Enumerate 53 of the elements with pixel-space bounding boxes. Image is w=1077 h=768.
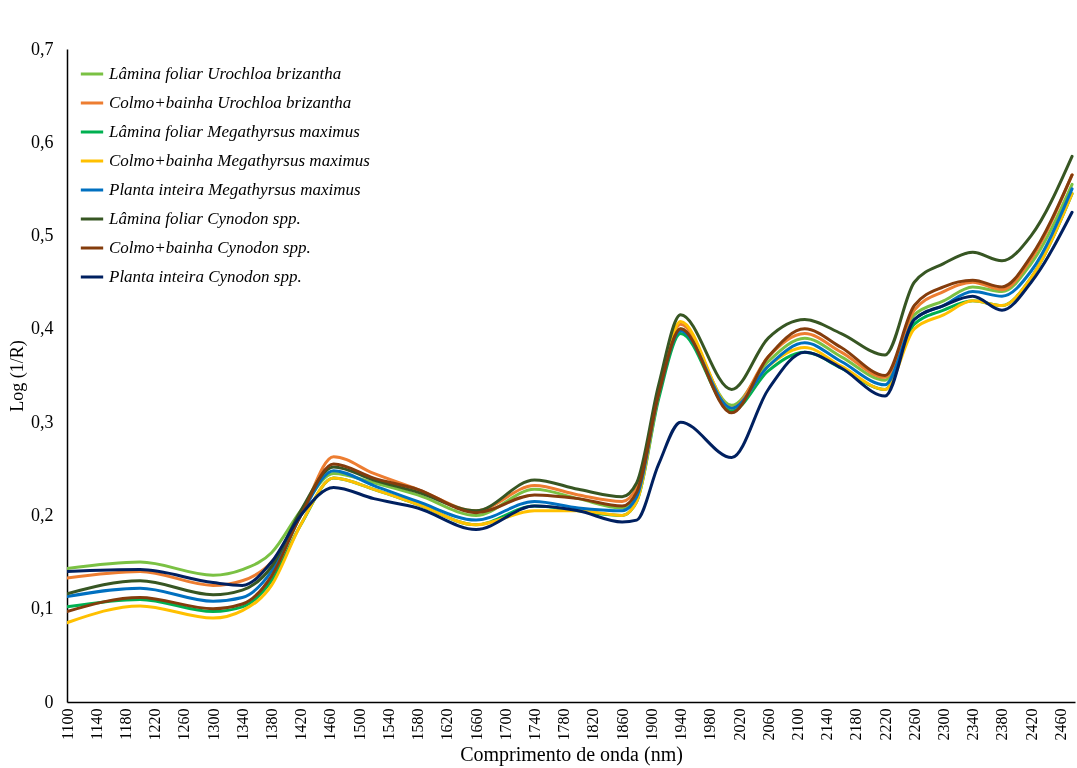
- x-tick-label: 1380: [263, 708, 281, 741]
- legend-label: Lâmina foliar Cynodon spp.: [108, 209, 301, 228]
- y-tick-label: 0,5: [31, 225, 54, 246]
- legend-label: Colmo+bainha Cynodon spp.: [109, 238, 311, 257]
- x-tick-label: 1220: [146, 708, 164, 741]
- x-tick-label: 1540: [379, 708, 397, 741]
- x-tick-label: 2340: [964, 708, 982, 741]
- x-tick-label: 1660: [467, 708, 485, 741]
- legend-label: Colmo+bainha Megathyrsus maximus: [109, 151, 371, 170]
- x-tick-label: 2060: [759, 708, 777, 741]
- x-tick-label: 2420: [1022, 708, 1040, 741]
- x-tick-label: 2260: [905, 708, 923, 741]
- x-tick-label: 1260: [175, 708, 193, 741]
- y-axis-title: Log (1/R): [7, 340, 28, 412]
- legend-label: Colmo+bainha Urochloa brizantha: [109, 93, 352, 112]
- legend-label: Planta inteira Megathyrsus maximus: [108, 180, 362, 199]
- legend-label: Lâmina foliar Megathyrsus maximus: [108, 122, 361, 141]
- x-tick-label: 2100: [788, 708, 806, 741]
- x-tick-label: 1180: [116, 708, 134, 740]
- x-tick-label: 2380: [993, 708, 1011, 741]
- x-tick-label: 1500: [350, 708, 368, 741]
- y-tick-label: 0,3: [31, 411, 54, 432]
- y-tick-label: 0,6: [31, 131, 54, 152]
- x-tick-label: 2140: [818, 708, 836, 741]
- x-tick-label: 1100: [58, 708, 76, 740]
- x-tick-label: 2460: [1051, 708, 1069, 741]
- x-tick-label: 1420: [292, 708, 310, 741]
- y-tick-label: 0,2: [31, 504, 54, 525]
- x-tick-label: 2220: [876, 708, 894, 741]
- x-tick-label: 1620: [438, 708, 456, 741]
- y-tick-label: 0: [44, 691, 54, 712]
- x-tick-label: 1820: [584, 708, 602, 741]
- x-tick-label: 1860: [613, 708, 631, 741]
- x-axis-title: Comprimento de onda (nm): [460, 742, 683, 766]
- x-tick-label: 1300: [204, 708, 222, 741]
- x-tick-label: 1340: [233, 708, 251, 741]
- x-tick-label: 1940: [672, 708, 690, 741]
- y-tick-label: 0,4: [31, 318, 54, 339]
- legend-label: Planta inteira Cynodon spp.: [108, 267, 302, 286]
- x-tick-label: 1740: [525, 708, 543, 741]
- x-tick-label: 2180: [847, 708, 865, 741]
- x-tick-label: 2300: [935, 708, 953, 741]
- x-tick-label: 1900: [642, 708, 660, 741]
- legend-label: Lâmina foliar Urochloa brizantha: [108, 64, 342, 83]
- x-tick-label: 1700: [496, 708, 514, 741]
- x-tick-label: 1140: [87, 708, 105, 740]
- x-tick-label: 1780: [555, 708, 573, 741]
- x-tick-label: 1980: [701, 708, 719, 741]
- x-tick-label: 1580: [409, 708, 427, 741]
- x-tick-label: 2020: [730, 708, 748, 741]
- x-tick-label: 1460: [321, 708, 339, 741]
- y-tick-label: 0,7: [31, 38, 54, 59]
- y-tick-label: 0,1: [31, 598, 54, 619]
